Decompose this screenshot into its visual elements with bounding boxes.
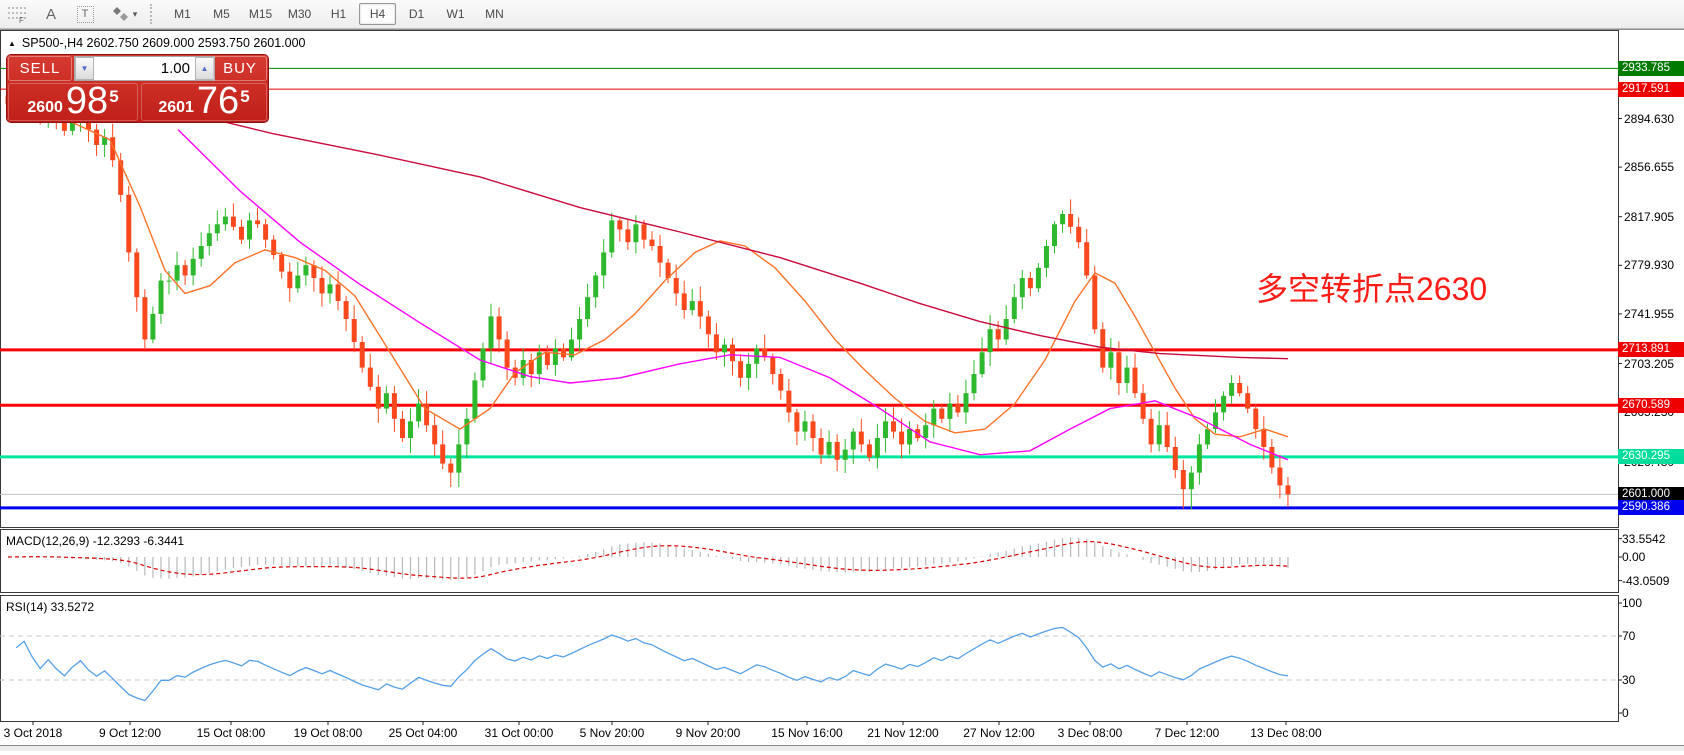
text-label-icon[interactable]: A (45, 5, 56, 23)
timeframe-group: M1 M5 M15 M30 H1 H4 D1 W1 MN (163, 3, 514, 25)
buy-button[interactable]: BUY (213, 56, 267, 81)
price-level-badge: 2601.000 (1618, 486, 1684, 502)
price-axis-tick: 2894.630 (1624, 111, 1675, 126)
price-axis-tick: 2856.655 (1624, 160, 1675, 175)
date-axis-tick: 15 Nov 16:00 (771, 726, 843, 740)
timeframe-button-h4[interactable]: H4 (359, 3, 396, 25)
ma-fast (7, 108, 1289, 438)
text-box-icon[interactable]: T (70, 3, 100, 25)
rsi-line (15, 626, 1289, 702)
date-axis-tick: 13 Dec 08:00 (1250, 726, 1322, 740)
ma-mid (177, 129, 1289, 461)
date-axis-tick: 25 Oct 04:00 (388, 726, 458, 740)
price-level-badge: 2713.891 (1618, 342, 1684, 358)
chart-text-annotation: 多空转折点2630 (1256, 271, 1488, 307)
quote-ohlc-text: SP500-,H4 2602.750 2609.000 2593.750 260… (21, 36, 306, 50)
collapse-arrow-icon[interactable]: ▲ (8, 38, 16, 48)
price-level-badge: 2670.589 (1618, 397, 1684, 413)
date-axis-tick: 21 Nov 12:00 (867, 726, 939, 740)
macd-label: MACD(12,26,9) -12.3293 -6.3441 (6, 534, 185, 548)
volume-decrease-button[interactable]: ▼ (75, 57, 94, 80)
rsi-axis-tick: 70 (1622, 629, 1636, 643)
buy-price-big: 76 (196, 80, 240, 122)
macd-axis-tick: 33.5542 (1622, 531, 1666, 546)
volume-increase-button[interactable]: ▲ (195, 57, 214, 80)
price-axis-tick: 2817.905 (1624, 209, 1675, 224)
fibonacci-icon[interactable]: F (2, 3, 32, 25)
one-click-trade-panel: SELL ▼ 1.00 ▲ BUY 2600 98 5 2601 76 5 (7, 55, 268, 122)
volume-input[interactable]: 1.00 (94, 57, 195, 80)
rsi-label: RSI(14) 33.5272 (6, 600, 95, 614)
date-axis-tick: 31 Oct 00:00 (484, 726, 554, 740)
toolbar-separator (150, 4, 159, 24)
macd-axis-tick: -43.0509 (1622, 573, 1670, 588)
date-axis-tick: 3 Oct 2018 (3, 726, 63, 740)
svg-text:F: F (19, 16, 24, 24)
sell-price-sup: 5 (109, 87, 119, 106)
date-axis-tick: 9 Oct 12:00 (98, 726, 162, 740)
rsi-axis-tick: 100 (1622, 596, 1643, 610)
price-level-badge: 2933.785 (1618, 60, 1684, 76)
date-axis-tick: 9 Nov 20:00 (675, 726, 741, 740)
macd-signal-line (7, 540, 1289, 579)
buy-price-tile[interactable]: 2601 76 5 (141, 80, 267, 122)
timeframe-button-w1[interactable]: W1 (446, 7, 465, 21)
chart-window-border (0, 29, 1684, 30)
timeframe-button-d1[interactable]: D1 (408, 7, 425, 21)
rsi-axis-tick: 30 (1622, 673, 1636, 687)
timeframe-button-m5[interactable]: M5 (213, 7, 230, 21)
price-level-badge: 2630.295 (1618, 449, 1684, 465)
date-axis-tick: 15 Oct 08:00 (196, 726, 266, 740)
timeframe-button-m15[interactable]: M15 (248, 7, 273, 21)
buy-price-prefix: 2601 (158, 99, 194, 116)
macd-axis-tick: 0.00 (1622, 550, 1646, 564)
timeframe-button-m30[interactable]: M30 (287, 7, 312, 21)
price-axis-tick: 2703.205 (1624, 356, 1675, 371)
sell-button[interactable]: SELL (8, 56, 72, 81)
buy-price-sup: 5 (240, 87, 250, 106)
arrows-icon[interactable]: ▾ (104, 3, 144, 25)
sell-price-big: 98 (65, 80, 109, 122)
rsi-axis-tick: 0 (1622, 706, 1629, 720)
date-axis-tick: 3 Dec 08:00 (1057, 726, 1123, 740)
sell-price-prefix: 2600 (27, 99, 63, 116)
date-axis-tick: 5 Nov 20:00 (579, 726, 645, 740)
timeframe-button-mn[interactable]: MN (485, 7, 504, 21)
price-axis-tick: 2779.930 (1624, 258, 1675, 273)
timeframe-button-h1[interactable]: H1 (330, 7, 347, 21)
timeframe-button-m1[interactable]: M1 (174, 7, 191, 21)
volume-stepper: ▼ 1.00 ▲ (74, 56, 215, 81)
sell-price-tile[interactable]: 2600 98 5 (8, 80, 138, 122)
price-level-badge: 2590.386 (1618, 500, 1684, 516)
date-axis-tick: 7 Dec 12:00 (1154, 726, 1220, 740)
chevron-down-icon: ▾ (132, 8, 138, 19)
ma-slow (149, 103, 1289, 360)
toolbar: F A T ▾ M1 M5 M15 M30 H1 H4 D1 W1 MN (0, 0, 1684, 29)
date-axis-tick: 27 Nov 12:00 (963, 726, 1035, 740)
date-axis-tick: 19 Oct 08:00 (293, 726, 363, 740)
quote-header: ▲ SP500-,H4 2602.750 2609.000 2593.750 2… (8, 36, 306, 50)
terminal-dock-edge (0, 745, 1684, 751)
price-axis-tick: 2741.955 (1624, 306, 1675, 321)
price-level-badge: 2917.591 (1618, 81, 1684, 97)
